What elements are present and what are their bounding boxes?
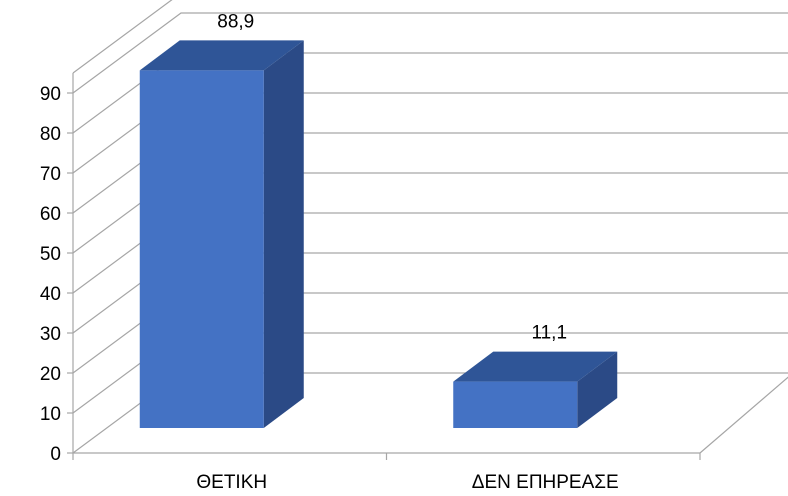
y-tick-label: 50 — [40, 244, 61, 265]
bar-top — [453, 351, 618, 382]
bars — [139, 40, 618, 429]
bar-front — [139, 70, 264, 429]
y-tick-label: 60 — [40, 204, 61, 225]
bar-side — [263, 40, 304, 429]
y-tick-label: 80 — [40, 124, 61, 145]
gridline — [72, 0, 173, 74]
y-tick-label: 10 — [40, 404, 61, 425]
x-category-label: ΘΕΤΙΚΗ — [196, 472, 267, 493]
data-label: 88,9 — [217, 11, 254, 32]
bar — [453, 351, 618, 428]
bar-front — [453, 381, 578, 428]
gridline — [72, 12, 788, 94]
data-label: 11,1 — [531, 323, 567, 344]
y-tick-label: 0 — [50, 444, 61, 465]
labels: 0 10 20 30 40 50 60 70 80 90 88,9 ΘΕΤΙΚΗ 11,1 ΔΕΝ ΕΠΗ… — [40, 11, 619, 493]
bar-side — [577, 351, 618, 428]
y-tick-label: 70 — [40, 164, 61, 185]
y-tick-label: 20 — [40, 364, 61, 385]
y-tick-label: 90 — [40, 84, 61, 105]
bar — [139, 40, 304, 429]
y-tick-label: 40 — [40, 284, 61, 305]
y-tick-label: 30 — [40, 324, 61, 345]
x-category-label: ΔΕΝ ΕΠΗΡΕΑΣΕ — [472, 472, 619, 493]
bar-top — [139, 40, 304, 71]
